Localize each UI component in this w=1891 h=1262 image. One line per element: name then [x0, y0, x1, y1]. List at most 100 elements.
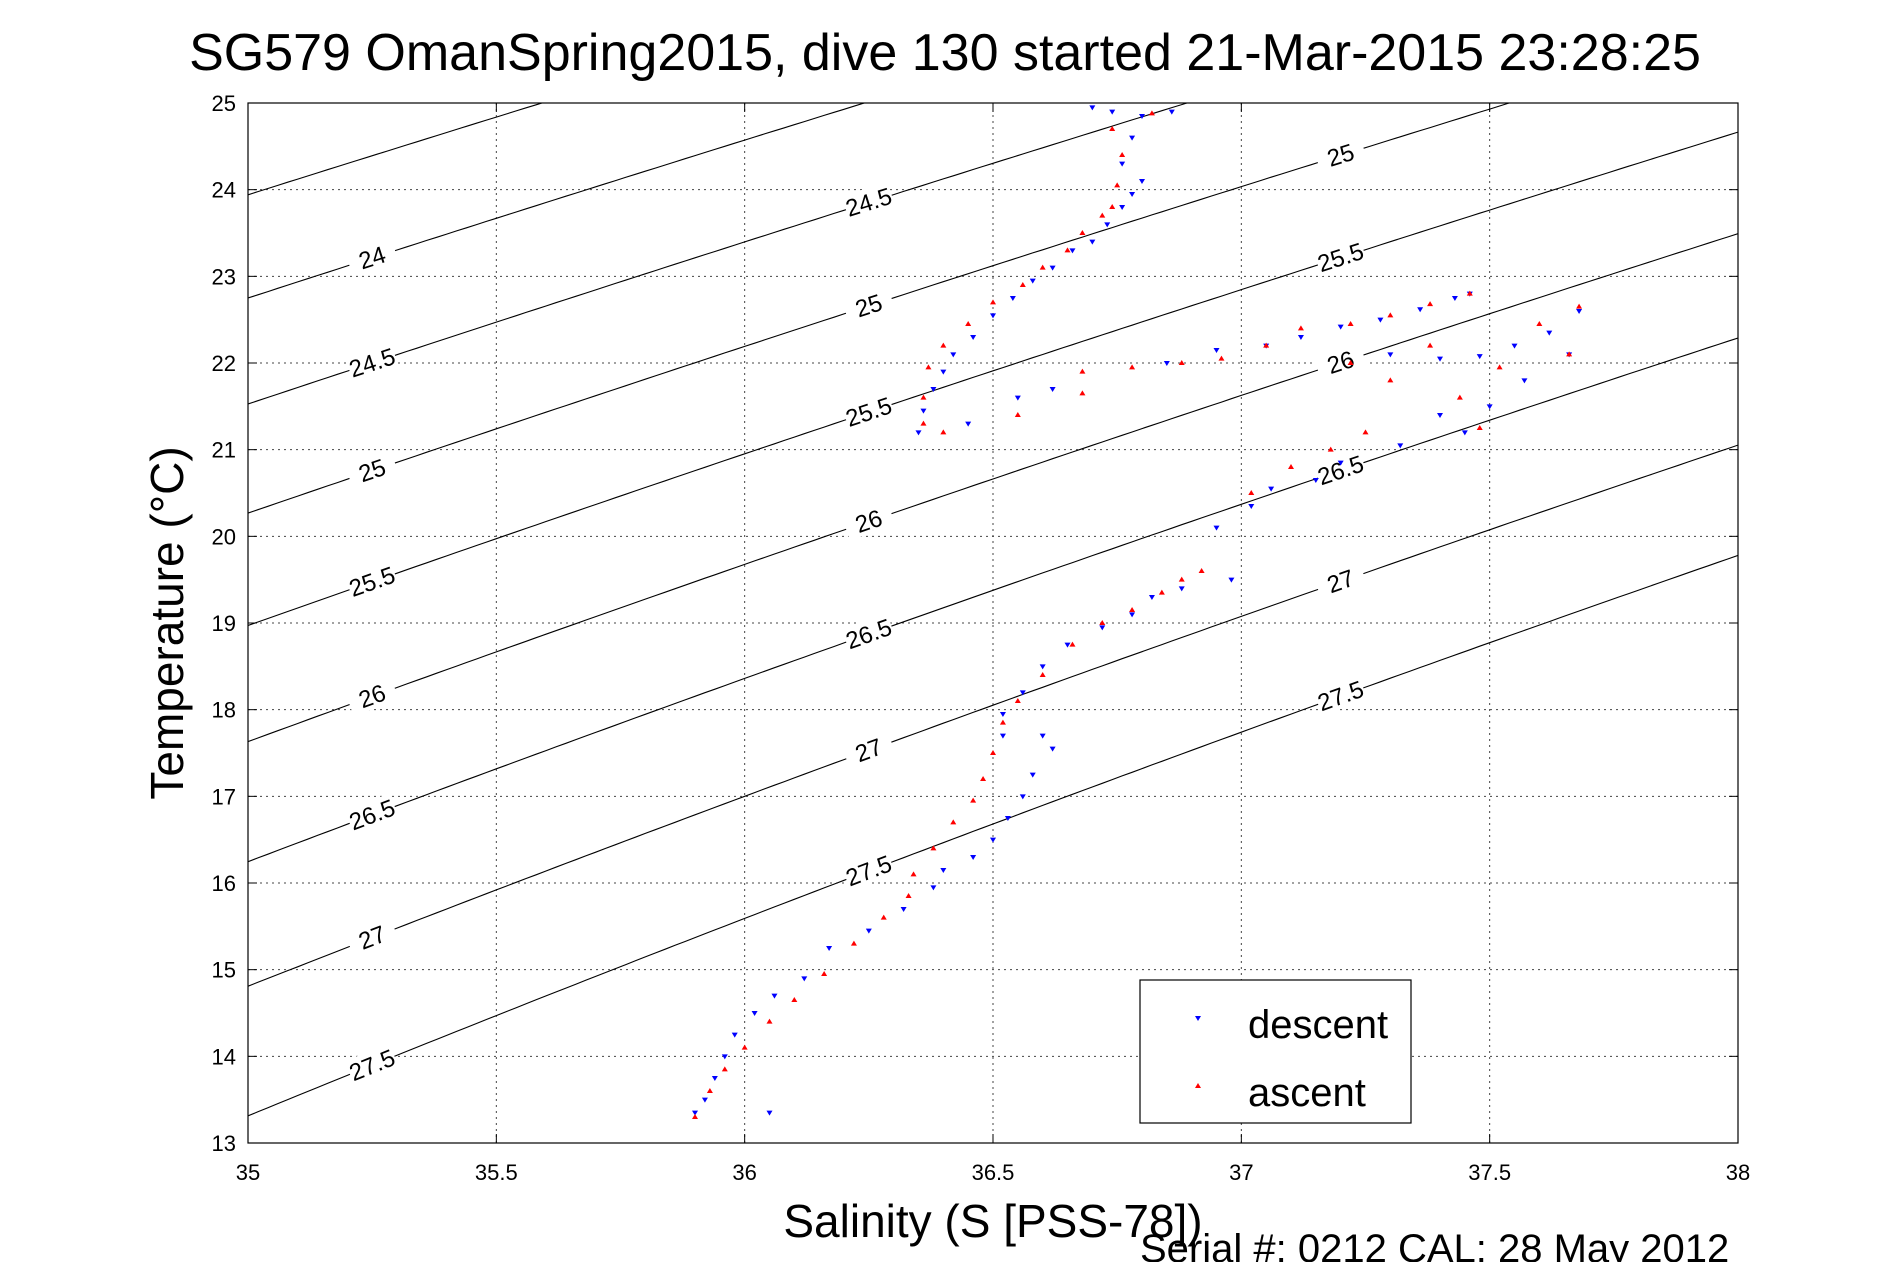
ascent-point [1064, 247, 1071, 253]
descent-point [920, 408, 927, 414]
descent-point [1039, 733, 1046, 739]
descent-point [1437, 413, 1443, 418]
ascent-point [1129, 607, 1136, 612]
ascent-point [1466, 290, 1473, 296]
ascent-point [692, 1114, 698, 1119]
isopycnal-line [248, 233, 1738, 743]
descent-point [1019, 794, 1026, 800]
legend: descent ascent [1139, 979, 1412, 1124]
descent-point [1139, 179, 1145, 184]
ascent-point [880, 914, 887, 920]
descent-point [751, 1011, 758, 1016]
isopycnal-label-bg [1313, 674, 1368, 716]
ascent-point [920, 394, 927, 400]
descent-point [999, 733, 1006, 739]
ascent-point [1014, 698, 1021, 703]
descent-point [970, 855, 977, 860]
ascent-point [1079, 230, 1086, 235]
isopycnal-label-bg [841, 729, 896, 770]
isopycnal-label-bg [344, 1043, 399, 1086]
descent-point [965, 421, 972, 427]
y-tick-label: 16 [212, 871, 236, 896]
y-tick-label: 20 [212, 524, 236, 549]
x-tick-label: 36.5 [972, 1160, 1015, 1185]
descent-point [1377, 317, 1384, 323]
descent-point [721, 1054, 728, 1060]
ascent-point [741, 1044, 748, 1050]
ascent-point [1198, 568, 1205, 573]
y-tick-label: 13 [212, 1131, 236, 1156]
descent-point [940, 369, 947, 375]
legend-ascent-marker [1195, 1083, 1201, 1088]
ascent-point [1039, 672, 1046, 677]
descent-point [940, 868, 947, 873]
ascent-point [1263, 342, 1270, 348]
y-tick-label: 17 [212, 784, 236, 809]
descent-point [1129, 612, 1136, 618]
x-tick-label: 35 [236, 1160, 260, 1185]
isopycnal-label-bg [1313, 134, 1368, 175]
serial-cal-footer: Serial #: 0212 CAL: 28 May 2012 [1140, 1227, 1729, 1262]
legend-ascent-label: ascent [1248, 1071, 1366, 1115]
isopycnal-label-bg [344, 560, 399, 602]
ascent-point [1248, 490, 1255, 495]
descent-point [1213, 348, 1220, 353]
descent-point [1019, 690, 1026, 696]
descent-point [1168, 109, 1175, 115]
ascent-point [1019, 282, 1026, 287]
x-tick-label: 37.5 [1468, 1160, 1511, 1185]
ascent-point [1347, 360, 1354, 365]
isopycnal-label: 26.5 [1313, 449, 1367, 491]
ascent-point [1148, 110, 1155, 116]
descent-point [1119, 205, 1126, 210]
y-tick-label: 24 [212, 178, 236, 203]
descent-point [1228, 577, 1235, 583]
ascent-point [1427, 342, 1434, 348]
ascent-point [970, 797, 977, 803]
ascent-point [1456, 394, 1463, 400]
chart-title: SG579 OmanSpring2015, dive 130 started 2… [189, 24, 1701, 82]
isopycnal-line [248, 444, 1738, 987]
isopycnal-label-bg [1313, 341, 1368, 382]
descent-point [1069, 248, 1076, 254]
ascent-point [1158, 589, 1165, 595]
legend-descent-label: descent [1248, 1003, 1388, 1047]
ascent-point [925, 364, 932, 370]
descent-point [1049, 265, 1056, 271]
x-axis-label: Salinity (S [PSS-78]) [783, 1195, 1202, 1247]
descent-point [1049, 387, 1056, 392]
ascent-point [1099, 212, 1106, 218]
y-tick-label: 23 [212, 264, 236, 289]
isopycnal-label-bg [1313, 236, 1368, 277]
y-tick-label: 21 [212, 438, 236, 463]
descent-point [1248, 504, 1255, 509]
descent-point [1009, 296, 1016, 301]
descent-point [1397, 443, 1404, 449]
isopycnal-line [248, 103, 867, 299]
legend-descent-marker [1195, 1016, 1201, 1021]
x-tick-label: 36 [732, 1160, 756, 1185]
x-axis-ticks: 35 35.5 36 36.5 37 37.5 38 [236, 103, 1750, 1185]
isopycnal-line [248, 337, 1738, 863]
ascent-point [999, 719, 1006, 725]
ascent-point [1297, 325, 1304, 331]
descent-point [1029, 278, 1036, 284]
descent-point [865, 928, 872, 934]
descent-point [1049, 746, 1056, 752]
x-tick-label: 38 [1726, 1160, 1750, 1185]
y-tick-label: 22 [212, 351, 236, 376]
ascent-point [1119, 152, 1126, 157]
ascent-point [1288, 464, 1294, 469]
descent-point [1337, 460, 1344, 466]
descent-point [1268, 486, 1275, 492]
ascent-point [706, 1088, 713, 1093]
descent-point [915, 430, 922, 436]
descent-point [701, 1097, 708, 1103]
isopycnal-label-bg [345, 237, 399, 277]
descent-point [1014, 395, 1021, 401]
ascent-point [1387, 377, 1394, 383]
ascent-point [1536, 321, 1543, 326]
descent-point [1387, 352, 1394, 358]
descent-point [1461, 430, 1468, 436]
